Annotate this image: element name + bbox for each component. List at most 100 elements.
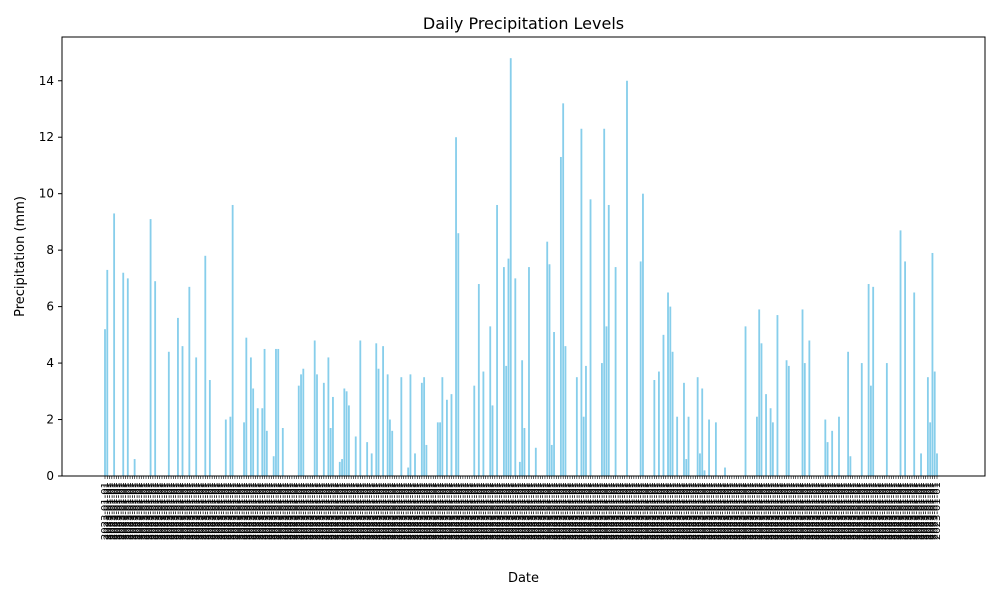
- bar: [477, 284, 480, 476]
- x-tick-label: 2023-01-01: [417, 482, 428, 540]
- bar: [936, 453, 938, 476]
- bar: [113, 213, 116, 476]
- bar: [302, 368, 305, 476]
- x-tick-label: 2023-01-01: [738, 482, 749, 540]
- y-tick-label: 10: [39, 187, 54, 201]
- x-tick-label: 2023-01-01: [148, 482, 159, 540]
- bar: [167, 351, 170, 476]
- x-tick-label: 2023-01-01: [328, 482, 339, 540]
- bar: [685, 459, 688, 476]
- x-tick-label: 2023-01-01: [570, 482, 581, 540]
- x-tick-label: 2023-01-01: [358, 482, 369, 540]
- bar: [332, 396, 334, 476]
- x-tick-label: 2023-01-01: [889, 482, 900, 540]
- bar: [249, 357, 252, 476]
- x-tick-label: 2023-01-01: [613, 482, 624, 540]
- x-tick-label: 2023-01-01: [355, 482, 366, 540]
- x-tick-label: 2023-01-01: [861, 482, 872, 540]
- bar: [931, 252, 934, 476]
- bar: [420, 382, 423, 476]
- bar: [514, 278, 517, 476]
- bar: [272, 456, 275, 476]
- x-tick-label: 2023-01-01: [203, 482, 214, 540]
- x-tick-label: 2023-01-01: [257, 482, 268, 540]
- x-tick-label: 2023-01-01: [237, 482, 248, 540]
- x-tick-label: 2023-01-01: [362, 482, 373, 540]
- x-tick-label: 2023-01-01: [499, 482, 510, 540]
- x-tick-label: 2023-01-01: [544, 482, 555, 540]
- x-tick-label: 2023-01-01: [132, 482, 143, 540]
- x-tick-label: 2023-01-01: [330, 482, 341, 540]
- x-tick-label: 2023-01-01: [282, 482, 293, 540]
- x-tick-label: 2023-01-01: [159, 482, 170, 540]
- x-tick-label: 2023-01-01: [725, 482, 736, 540]
- x-tick-label: 2023-01-01: [171, 482, 182, 540]
- x-tick-label: 2023-01-01: [665, 482, 676, 540]
- bar: [322, 382, 325, 476]
- x-tick-label: 2023-01-01: [893, 482, 904, 540]
- x-tick-label: 2023-01-01: [472, 482, 483, 540]
- x-tick-label: 2023-01-01: [209, 482, 220, 540]
- x-tick-label: 2023-01-01: [588, 482, 599, 540]
- bar: [204, 255, 207, 476]
- x-axis-label: Date: [508, 571, 539, 586]
- bar: [489, 326, 492, 476]
- x-tick-label: 2023-01-01: [467, 482, 478, 540]
- bar: [391, 430, 394, 476]
- plot-frame: [61, 36, 986, 477]
- bar: [528, 267, 530, 476]
- bar: [263, 348, 266, 476]
- bar: [913, 292, 916, 476]
- x-tick-label: 2023-01-01: [854, 482, 865, 540]
- x-tick-label: 2023-01-01: [125, 482, 136, 540]
- x-tick-label: 2023-01-01: [488, 482, 499, 540]
- x-tick-label: 2023-01-01: [396, 482, 407, 540]
- x-tick-label: 2023-01-01: [524, 482, 535, 540]
- x-tick-label: 2023-01-01: [674, 482, 685, 540]
- x-tick-label: 2023-01-01: [212, 482, 223, 540]
- x-tick-label: 2023-01-01: [116, 482, 127, 540]
- x-tick-label: 2023-01-01: [389, 482, 400, 540]
- x-tick-label: 2023-01-01: [576, 482, 587, 540]
- x-tick-label: 2023-01-01: [788, 482, 799, 540]
- bar: [847, 351, 850, 476]
- x-tick-label: 2023-01-01: [690, 482, 701, 540]
- x-tick-label: 2023-01-01: [741, 482, 752, 540]
- y-tick-label: 2: [46, 413, 54, 427]
- x-tick-label: 2023-01-01: [798, 482, 809, 540]
- bar: [507, 258, 510, 476]
- x-tick-label: 2023-01-01: [795, 482, 806, 540]
- x-tick-label: 2023-01-01: [875, 482, 886, 540]
- x-tick-label: 2023-01-01: [230, 482, 241, 540]
- bar: [803, 363, 806, 476]
- bar: [414, 453, 416, 476]
- bar: [562, 103, 565, 476]
- x-tick-label: 2023-01-01: [515, 482, 526, 540]
- x-tick-label: 2023-01-01: [823, 482, 834, 540]
- x-tick-label: 2023-01-01: [239, 482, 250, 540]
- x-tick-label: 2023-01-01: [248, 482, 259, 540]
- bar: [245, 337, 248, 476]
- bar: [824, 419, 827, 476]
- x-tick-label: 2023-01-01: [827, 482, 838, 540]
- x-tick-label: 2023-01-01: [321, 482, 332, 540]
- x-tick-label: 2023-01-01: [107, 482, 118, 540]
- x-tick-label: 2023-01-01: [604, 482, 615, 540]
- x-tick-label: 2023-01-01: [816, 482, 827, 540]
- x-tick-label: 2023-01-01: [508, 482, 519, 540]
- x-tick-label: 2023-01-01: [563, 482, 574, 540]
- bar: [559, 156, 562, 476]
- bar: [639, 261, 642, 476]
- bar: [801, 309, 804, 476]
- x-tick-label: 2023-01-01: [857, 482, 868, 540]
- x-tick-label: 2023-01-01: [451, 482, 462, 540]
- x-tick-label: 2023-01-01: [820, 482, 831, 540]
- x-tick-label: 2023-01-01: [615, 482, 626, 540]
- x-tick-label: 2023-01-01: [326, 482, 337, 540]
- bar: [252, 388, 255, 476]
- x-tick-label: 2023-01-01: [804, 482, 815, 540]
- x-tick-label: 2023-01-01: [572, 482, 583, 540]
- bar: [382, 346, 385, 476]
- x-tick-label: 2023-01-01: [697, 482, 708, 540]
- x-tick-label: 2023-01-01: [631, 482, 642, 540]
